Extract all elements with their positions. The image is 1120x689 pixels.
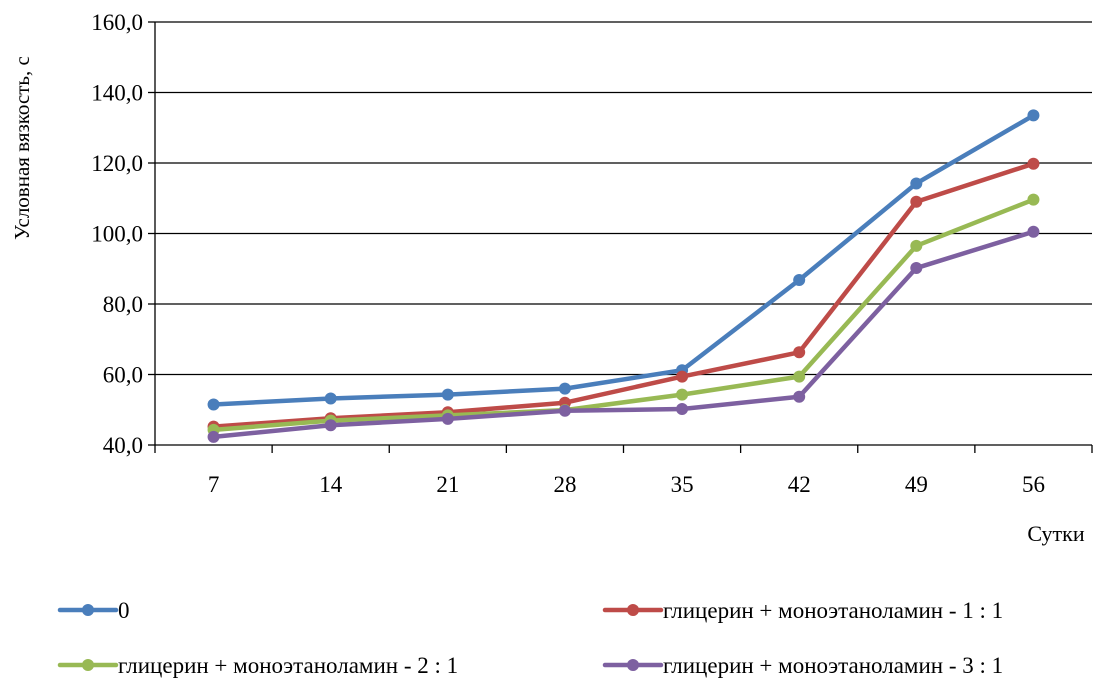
legend-item: глицерин + моноэтаноламин - 2 : 1 (57, 653, 458, 678)
legend-swatch-marker (82, 604, 94, 616)
series-4 (207, 225, 1040, 443)
series-line (211, 161, 1036, 429)
series-1 (207, 109, 1040, 411)
axes: 40,0 60,0 80,0 100,0 120,0 140,0 160,0 7 14 21 28 3… (91, 10, 1093, 497)
legend-label: глицерин + моноэтаноламин - 3 : 1 (663, 653, 1003, 678)
y-tick-label: 160,0 (91, 10, 143, 35)
x-tick-label: 21 (436, 472, 459, 497)
legend-item: глицерин + моноэтаноламин - 1 : 1 (602, 598, 1003, 623)
x-tick-label: 56 (1022, 472, 1045, 497)
data-point (793, 274, 806, 287)
series-line (211, 229, 1036, 440)
data-point (324, 392, 337, 405)
legend-swatch-marker (627, 604, 639, 616)
y-tick-label: 100,0 (91, 222, 143, 247)
data-point (676, 388, 689, 401)
y-tick-label: 40,0 (103, 433, 143, 458)
y-tick-label: 60,0 (103, 363, 143, 388)
data-point (1027, 157, 1040, 170)
data-point (207, 398, 220, 411)
x-axis-title: Сутки (1027, 521, 1084, 546)
plot-area (155, 21, 1092, 376)
legend-item: глицерин + моноэтаноламин - 3 : 1 (602, 653, 1003, 678)
y-tick-label: 80,0 (103, 292, 143, 317)
series-line (211, 113, 1036, 407)
data-point (324, 419, 337, 432)
data-point (793, 346, 806, 359)
data-point (558, 404, 571, 417)
data-point (910, 177, 923, 190)
data-point (910, 262, 923, 275)
x-tick-label: 35 (671, 472, 694, 497)
series-layer (207, 109, 1040, 443)
axis-labels: Условная вязкость, с Сутки (10, 56, 1085, 546)
data-point (793, 370, 806, 383)
series-2 (207, 157, 1040, 433)
data-point (441, 388, 454, 401)
data-point (207, 430, 220, 443)
x-tick-label: 49 (905, 472, 928, 497)
data-point (793, 390, 806, 403)
legend-label: глицерин + моноэтаноламин - 2 : 1 (118, 653, 458, 678)
data-point (558, 382, 571, 395)
x-tick-label: 28 (553, 472, 576, 497)
legend-label: глицерин + моноэтаноламин - 1 : 1 (663, 598, 1003, 623)
series-line (211, 197, 1036, 433)
y-tick-label: 140,0 (91, 81, 143, 106)
data-point (676, 403, 689, 416)
legend: 0 глицерин + моноэтаноламин - 1 : 1 глицер… (57, 598, 1003, 678)
data-point (910, 195, 923, 208)
legend-swatch-marker (82, 659, 94, 671)
data-point (441, 412, 454, 425)
y-axis-title: Условная вязкость, с (10, 56, 34, 240)
x-tick-label: 7 (208, 472, 220, 497)
y-tick-label: 120,0 (91, 151, 143, 176)
data-point (1027, 109, 1040, 122)
legend-item: 0 (57, 598, 130, 623)
data-point (1027, 193, 1040, 206)
legend-swatch-marker (627, 659, 639, 671)
data-point (676, 370, 689, 383)
data-point (1027, 225, 1040, 238)
data-point (910, 239, 923, 252)
x-tick-label: 42 (788, 472, 811, 497)
legend-label: 0 (118, 598, 130, 623)
x-tick-label: 14 (319, 472, 343, 497)
